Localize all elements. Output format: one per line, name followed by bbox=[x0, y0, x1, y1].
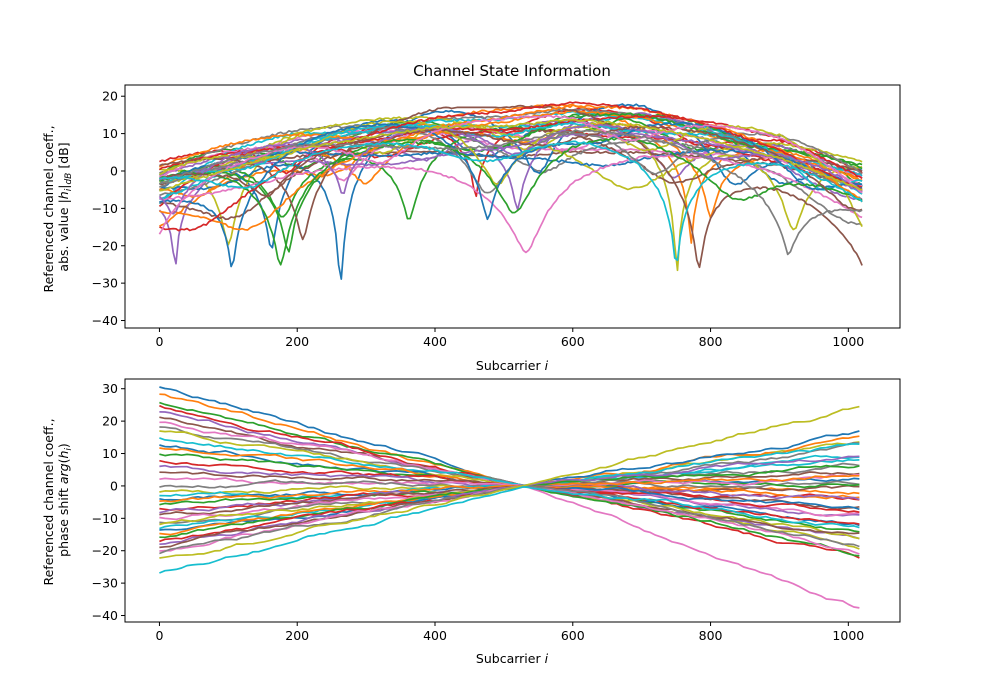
y-tick-label: −10 bbox=[92, 511, 118, 526]
magnitude-series-line bbox=[159, 140, 863, 262]
x-tick-label: 600 bbox=[561, 334, 585, 349]
x-tick-label: 200 bbox=[285, 628, 309, 643]
y-tick-label: 20 bbox=[102, 414, 118, 429]
magnitude-y-ticks: −40 −30 −20 −10 0 10 20 bbox=[92, 89, 125, 328]
phase-series-group bbox=[159, 386, 860, 609]
y-tick-label: 0 bbox=[110, 478, 118, 493]
magnitude-series-line bbox=[158, 114, 863, 235]
magnitude-series-line bbox=[158, 123, 863, 215]
y-tick-label: −10 bbox=[92, 201, 118, 216]
magnitude-series-line bbox=[158, 128, 863, 207]
magnitude-series-line bbox=[159, 148, 863, 190]
y-tick-label: −20 bbox=[92, 543, 118, 558]
x-tick-label: 0 bbox=[155, 628, 163, 643]
phase-series-line bbox=[159, 421, 860, 609]
magnitude-series-line bbox=[158, 137, 863, 266]
magnitude-series-line bbox=[159, 125, 863, 212]
magnitude-series-line bbox=[158, 122, 863, 191]
magnitude-series-line bbox=[159, 118, 863, 192]
magnitude-axes: 0 200 400 600 800 1000 −40 −30 −20 −10 0 10 20 Subc… bbox=[41, 84, 901, 373]
y-tick-label: −30 bbox=[92, 276, 118, 291]
y-tick-label: 30 bbox=[102, 381, 118, 396]
y-tick-label: 10 bbox=[102, 126, 118, 141]
x-tick-label: 0 bbox=[155, 334, 163, 349]
magnitude-series-line bbox=[159, 104, 863, 231]
y-tick-label: −30 bbox=[92, 576, 118, 591]
phase-series-line bbox=[159, 477, 860, 518]
y-tick-label: −20 bbox=[92, 238, 118, 253]
x-tick-label: 1000 bbox=[832, 334, 864, 349]
y-tick-label: 10 bbox=[102, 446, 118, 461]
phase-series-line bbox=[159, 486, 860, 574]
y-tick-label: −40 bbox=[92, 608, 118, 623]
y-tick-label: 20 bbox=[102, 89, 118, 104]
magnitude-y-axis-label: Referenced channel coeff., abs. value |h… bbox=[41, 121, 74, 292]
magnitude-series-line bbox=[158, 129, 863, 256]
magnitude-series-line bbox=[159, 121, 863, 268]
y-tick-label: 0 bbox=[110, 163, 118, 178]
x-tick-label: 200 bbox=[285, 334, 309, 349]
phase-x-ticks: 0 200 400 600 800 1000 bbox=[155, 622, 864, 643]
x-tick-label: 400 bbox=[423, 628, 447, 643]
magnitude-series-group bbox=[158, 101, 863, 280]
phase-y-ticks: −40 −30 −20 −10 0 10 20 30 bbox=[92, 381, 125, 623]
x-tick-label: 800 bbox=[699, 334, 723, 349]
magnitude-series-line bbox=[159, 103, 863, 280]
magnitude-series-line bbox=[159, 115, 863, 191]
phase-y-axis-label: Referenced channel coeff., phase shift a… bbox=[41, 414, 74, 585]
magnitude-x-axis-label: Subcarrier i bbox=[476, 358, 549, 373]
phase-series-line bbox=[159, 484, 860, 503]
x-tick-label: 400 bbox=[423, 334, 447, 349]
x-tick-label: 800 bbox=[699, 628, 723, 643]
phase-axes: 0 200 400 600 800 1000 −40 −30 −20 −10 0 10 20 30 Su… bbox=[41, 378, 901, 666]
x-tick-label: 600 bbox=[561, 628, 585, 643]
y-tick-label: −40 bbox=[92, 313, 118, 328]
x-tick-label: 1000 bbox=[832, 628, 864, 643]
phase-plot-frame bbox=[124, 378, 901, 623]
magnitude-x-ticks: 0 200 400 600 800 1000 bbox=[155, 328, 864, 349]
chart-title: Channel State Information bbox=[413, 62, 611, 80]
phase-series-line bbox=[159, 405, 860, 559]
magnitude-plot-frame bbox=[124, 84, 901, 329]
phase-x-axis-label: Subcarrier i bbox=[476, 651, 549, 666]
